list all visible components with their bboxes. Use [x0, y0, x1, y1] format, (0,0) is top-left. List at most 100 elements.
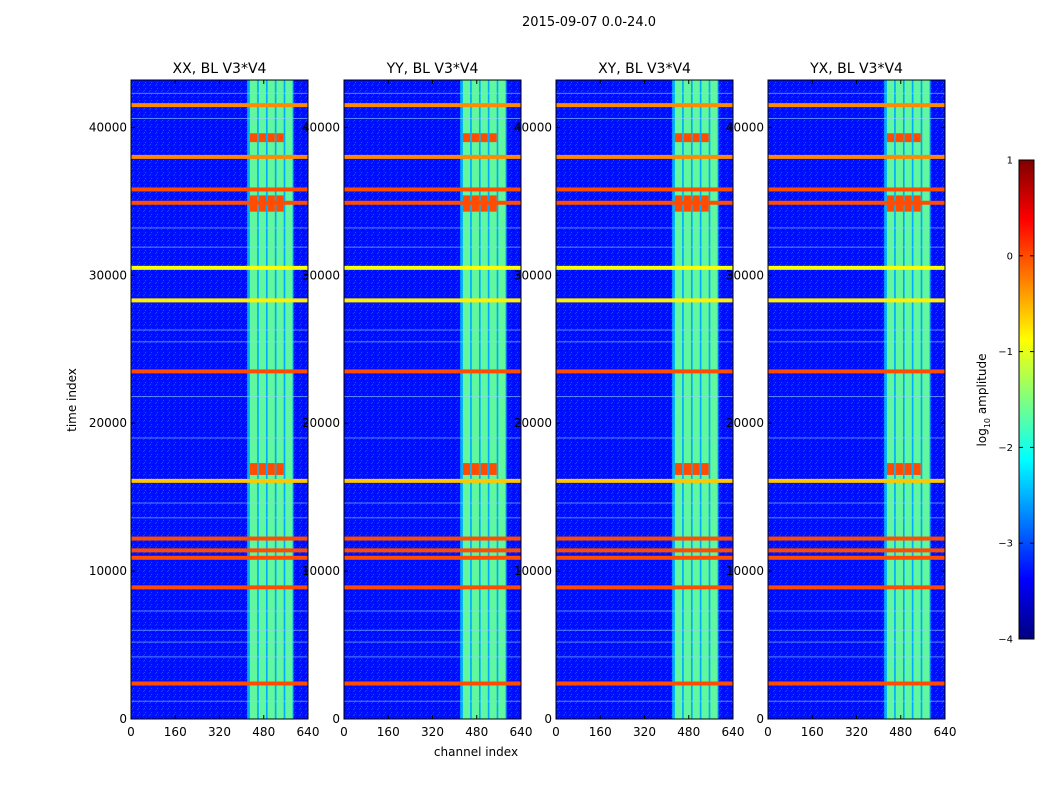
hot-region — [471, 133, 479, 143]
hot-region — [258, 133, 266, 143]
rfi-row — [768, 555, 945, 560]
rfi-row — [344, 478, 521, 483]
x-tick-label: 640 — [510, 725, 533, 739]
x-tick-label: 640 — [297, 725, 320, 739]
faint-row — [131, 92, 308, 94]
faint-row — [344, 92, 521, 94]
rfi-row — [131, 536, 308, 541]
hot-region — [904, 133, 912, 143]
faint-row — [556, 502, 733, 504]
rfi-row — [344, 187, 521, 192]
hot-region — [692, 133, 700, 143]
x-tick-label: 160 — [377, 725, 400, 739]
sub-band — [498, 80, 506, 719]
rfi-row — [556, 187, 733, 192]
x-tick-label: 480 — [252, 725, 275, 739]
rfi-row — [131, 154, 308, 159]
faint-row — [344, 437, 521, 439]
faint-row — [768, 610, 945, 612]
sub-band — [886, 80, 895, 719]
sub-band — [258, 80, 266, 719]
sub-band — [249, 80, 258, 719]
sub-band — [913, 80, 921, 719]
faint-row — [344, 341, 521, 343]
faint-row — [556, 227, 733, 229]
hot-region — [895, 463, 903, 475]
faint-row — [131, 227, 308, 229]
rfi-row — [344, 154, 521, 159]
faint-row — [344, 227, 521, 229]
panel: XX, BL V3*V4 0 160 320 480 640 0 10000 20000 3000… — [89, 61, 320, 739]
rfi-row — [768, 585, 945, 590]
y-tick-label: 0 — [332, 712, 340, 726]
x-axis-label: channel index — [434, 745, 518, 759]
faint-row — [556, 329, 733, 331]
hot-region — [913, 463, 921, 475]
faint-row — [344, 656, 521, 658]
faint-row — [768, 656, 945, 658]
faint-row — [131, 610, 308, 612]
colorbar-label: log10 amplitude — [975, 354, 992, 447]
rfi-row — [768, 478, 945, 483]
faint-row — [131, 396, 308, 398]
hot-region — [692, 463, 700, 475]
faint-row — [131, 117, 308, 119]
faint-row — [768, 641, 945, 643]
faint-row — [768, 227, 945, 229]
sub-band — [683, 80, 691, 719]
x-tick-label: 480 — [465, 725, 488, 739]
hot-region — [489, 463, 497, 475]
rfi-row — [768, 369, 945, 374]
panel: YX, BL V3*V4 0 160 320 480 640 0 10000 20000 3000… — [726, 61, 957, 739]
y-tick-label: 40000 — [89, 120, 127, 134]
x-tick-label: 0 — [552, 725, 560, 739]
rfi-row — [131, 187, 308, 192]
rfi-row — [768, 298, 945, 303]
rfi-row — [131, 298, 308, 303]
y-tick-label: 10000 — [89, 564, 127, 578]
sub-band — [692, 80, 700, 719]
rfi-row — [556, 585, 733, 590]
faint-row — [344, 329, 521, 331]
rfi-row — [131, 265, 308, 270]
rfi-row — [556, 103, 733, 108]
y-tick-label: 30000 — [514, 268, 552, 282]
figure-suptitle: 2015-09-07 0.0-24.0 — [522, 15, 656, 30]
faint-row — [556, 117, 733, 119]
colorbar-tick-label: −1 — [998, 347, 1013, 358]
faint-row — [131, 517, 308, 519]
hot-region — [267, 463, 275, 475]
y-tick-label: 30000 — [726, 268, 764, 282]
faint-row — [768, 117, 945, 119]
y-tick-label: 20000 — [302, 416, 340, 430]
hot-region — [258, 463, 266, 475]
sub-band — [674, 80, 683, 719]
faint-row — [768, 92, 945, 94]
rfi-row — [768, 200, 945, 205]
sub-band — [904, 80, 912, 719]
x-tick-label: 320 — [208, 725, 231, 739]
x-tick-label: 0 — [340, 725, 348, 739]
rfi-row — [556, 478, 733, 483]
x-tick-label: 640 — [934, 725, 957, 739]
faint-row — [556, 656, 733, 658]
faint-row — [131, 341, 308, 343]
hot-region — [683, 133, 691, 143]
panel-title: XX, BL V3*V4 — [173, 61, 267, 77]
rfi-row — [131, 103, 308, 108]
y-tick-label: 0 — [544, 712, 552, 726]
faint-row — [556, 92, 733, 94]
rfi-row — [556, 298, 733, 303]
hot-region — [480, 133, 488, 143]
faint-row — [556, 341, 733, 343]
rfi-row — [556, 548, 733, 553]
y-tick-label: 0 — [756, 712, 764, 726]
faint-row — [556, 629, 733, 631]
hot-region — [462, 463, 471, 475]
hot-region — [904, 463, 912, 475]
rfi-row — [131, 555, 308, 560]
faint-row — [556, 517, 733, 519]
sub-band — [480, 80, 488, 719]
hot-region — [701, 133, 709, 143]
